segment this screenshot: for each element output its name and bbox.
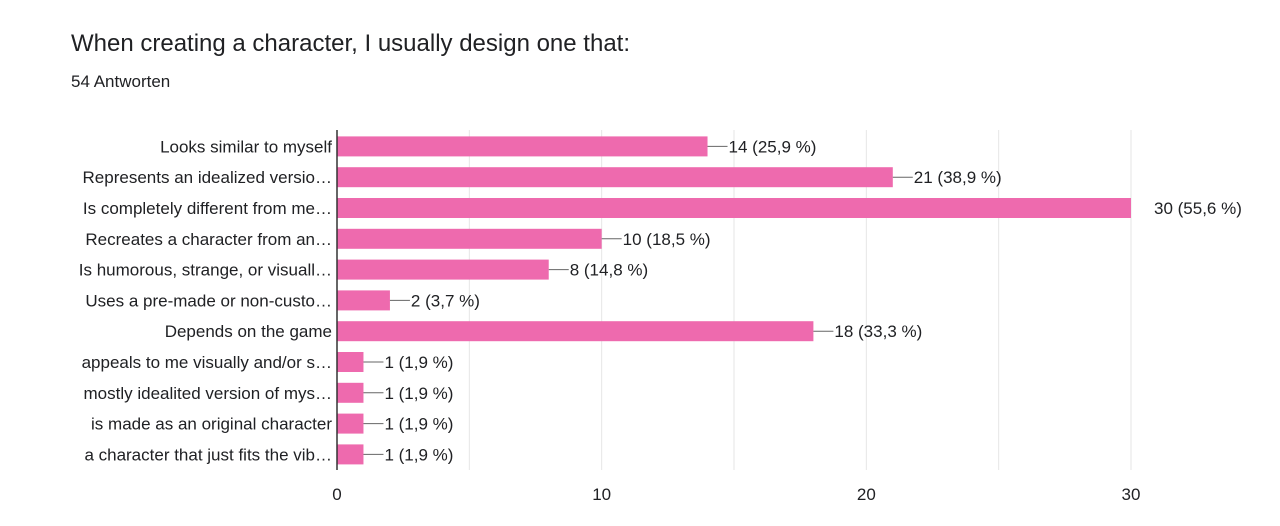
- response-count: 54 Antworten: [71, 72, 171, 91]
- data-label: 21 (38,9 %): [914, 168, 1002, 187]
- bar: [337, 259, 549, 280]
- data-label: 8 (14,8 %): [570, 261, 648, 280]
- category-label: Looks similar to myself: [160, 137, 332, 156]
- category-label: Recreates a character from an…: [85, 230, 332, 249]
- bar: [337, 444, 364, 465]
- bar: [337, 167, 893, 188]
- category-label: a character that just fits the vib…: [84, 445, 332, 464]
- x-tick-label: 0: [332, 485, 341, 504]
- x-tick-label: 30: [1122, 485, 1141, 504]
- data-label: 1 (1,9 %): [384, 353, 453, 372]
- bar: [337, 228, 602, 249]
- grid-layer: [468, 130, 1132, 470]
- category-label: is made as an original character: [91, 415, 332, 434]
- data-label: 18 (33,3 %): [834, 322, 922, 341]
- data-label: 1 (1,9 %): [384, 384, 453, 403]
- data-label: 2 (3,7 %): [411, 291, 480, 310]
- data-label: 14 (25,9 %): [729, 137, 817, 156]
- bar: [337, 321, 814, 342]
- category-label: Is completely different from me…: [83, 199, 332, 218]
- x-tick-label: 10: [592, 485, 611, 504]
- category-label: Uses a pre-made or non-custo…: [85, 291, 332, 310]
- category-label: Depends on the game: [165, 322, 332, 341]
- data-label: 10 (18,5 %): [623, 230, 711, 249]
- label-layer: 0 10 20 30 Looks similar to myself 14 (25,9 %…: [79, 137, 1242, 504]
- bar: [337, 413, 364, 434]
- chart-title: When creating a character, I usually des…: [71, 30, 630, 57]
- data-label: 30 (55,6 %): [1154, 199, 1242, 218]
- data-label: 1 (1,9 %): [384, 445, 453, 464]
- bar-layer: [336, 130, 1131, 470]
- bar: [337, 382, 364, 403]
- category-label: Represents an idealized versio…: [83, 168, 332, 187]
- category-label: Is humorous, strange, or visuall…: [79, 261, 332, 280]
- x-tick-label: 20: [857, 485, 876, 504]
- bar: [337, 352, 364, 372]
- category-label: mostly idealited version of mys…: [84, 384, 332, 403]
- bar: [337, 136, 708, 157]
- data-label: 1 (1,9 %): [384, 415, 453, 434]
- bar: [337, 198, 1131, 218]
- category-label: appeals to me visually and/or s…: [82, 353, 332, 372]
- bar: [337, 290, 390, 311]
